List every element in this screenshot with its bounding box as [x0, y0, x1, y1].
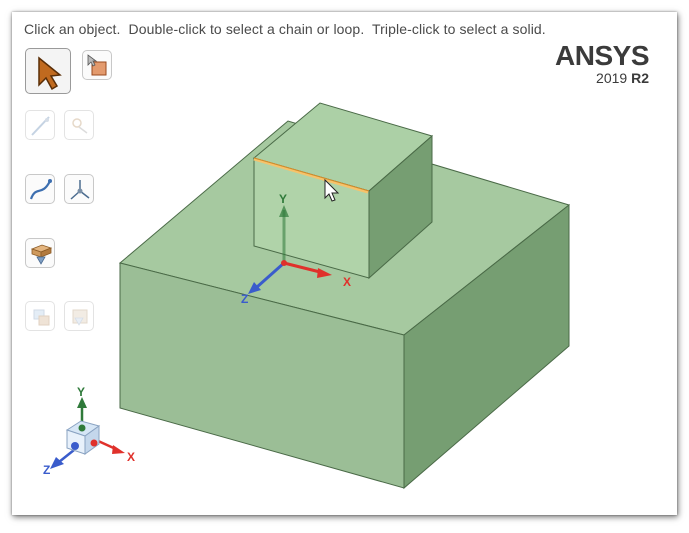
- select-assembly-icon: [72, 309, 88, 326]
- view-axis-y-label: Y: [77, 385, 85, 399]
- select-curve-tool-button[interactable]: [25, 174, 55, 204]
- select-assembly-tool-button[interactable]: [64, 301, 94, 331]
- select-arrow-icon: [38, 56, 62, 91]
- view-axis-z-label: Z: [43, 463, 50, 477]
- view-orientation-triad[interactable]: Y X Z: [43, 385, 135, 477]
- ansys-logo: ANSYS 2019 R2: [555, 40, 649, 87]
- selection-hint-text: Click an object. Double-click to select …: [24, 21, 546, 37]
- 3d-viewport[interactable]: Y X Z Y X Z: [12, 12, 677, 515]
- select-component-icon: [33, 309, 50, 326]
- select-edge-icon: [31, 116, 50, 136]
- select-tool-button[interactable]: [25, 48, 71, 94]
- model-axis-y-label: Y: [279, 192, 287, 206]
- select-component-tool-button[interactable]: [25, 301, 55, 331]
- geometry-window: Click an object. Double-click to select …: [12, 12, 677, 515]
- select-curve-icon: [29, 179, 52, 200]
- select-faces-icon: [87, 54, 107, 76]
- version-release: R2: [631, 70, 649, 86]
- select-faces-tool-button[interactable]: [82, 50, 112, 80]
- selected-edge[interactable]: [253, 157, 369, 194]
- mouse-cursor-icon: [324, 178, 340, 202]
- select-body-tool-button[interactable]: [25, 238, 55, 268]
- select-point-axes-icon: [70, 180, 90, 200]
- brand-name: ANSYS: [555, 40, 649, 71]
- brand-version: 2019 R2: [555, 70, 649, 86]
- base-block-side-face[interactable]: [403, 203, 570, 490]
- top-block-side-face[interactable]: [368, 134, 433, 280]
- model-axis-z-label: Z: [241, 292, 248, 306]
- select-vertex-icon: [72, 118, 88, 134]
- model-axis-x-label: X: [343, 275, 351, 289]
- select-edge-tool-button[interactable]: [25, 110, 55, 140]
- model-coordinate-triad: Y X Z: [241, 192, 351, 306]
- version-year: 2019: [596, 70, 628, 86]
- select-vertex-tool-button[interactable]: [64, 110, 94, 140]
- select-body-icon: [30, 244, 53, 265]
- view-axis-x-label: X: [127, 450, 135, 464]
- selected-edge-outline: [253, 157, 370, 192]
- select-point-axes-tool-button[interactable]: [64, 174, 94, 204]
